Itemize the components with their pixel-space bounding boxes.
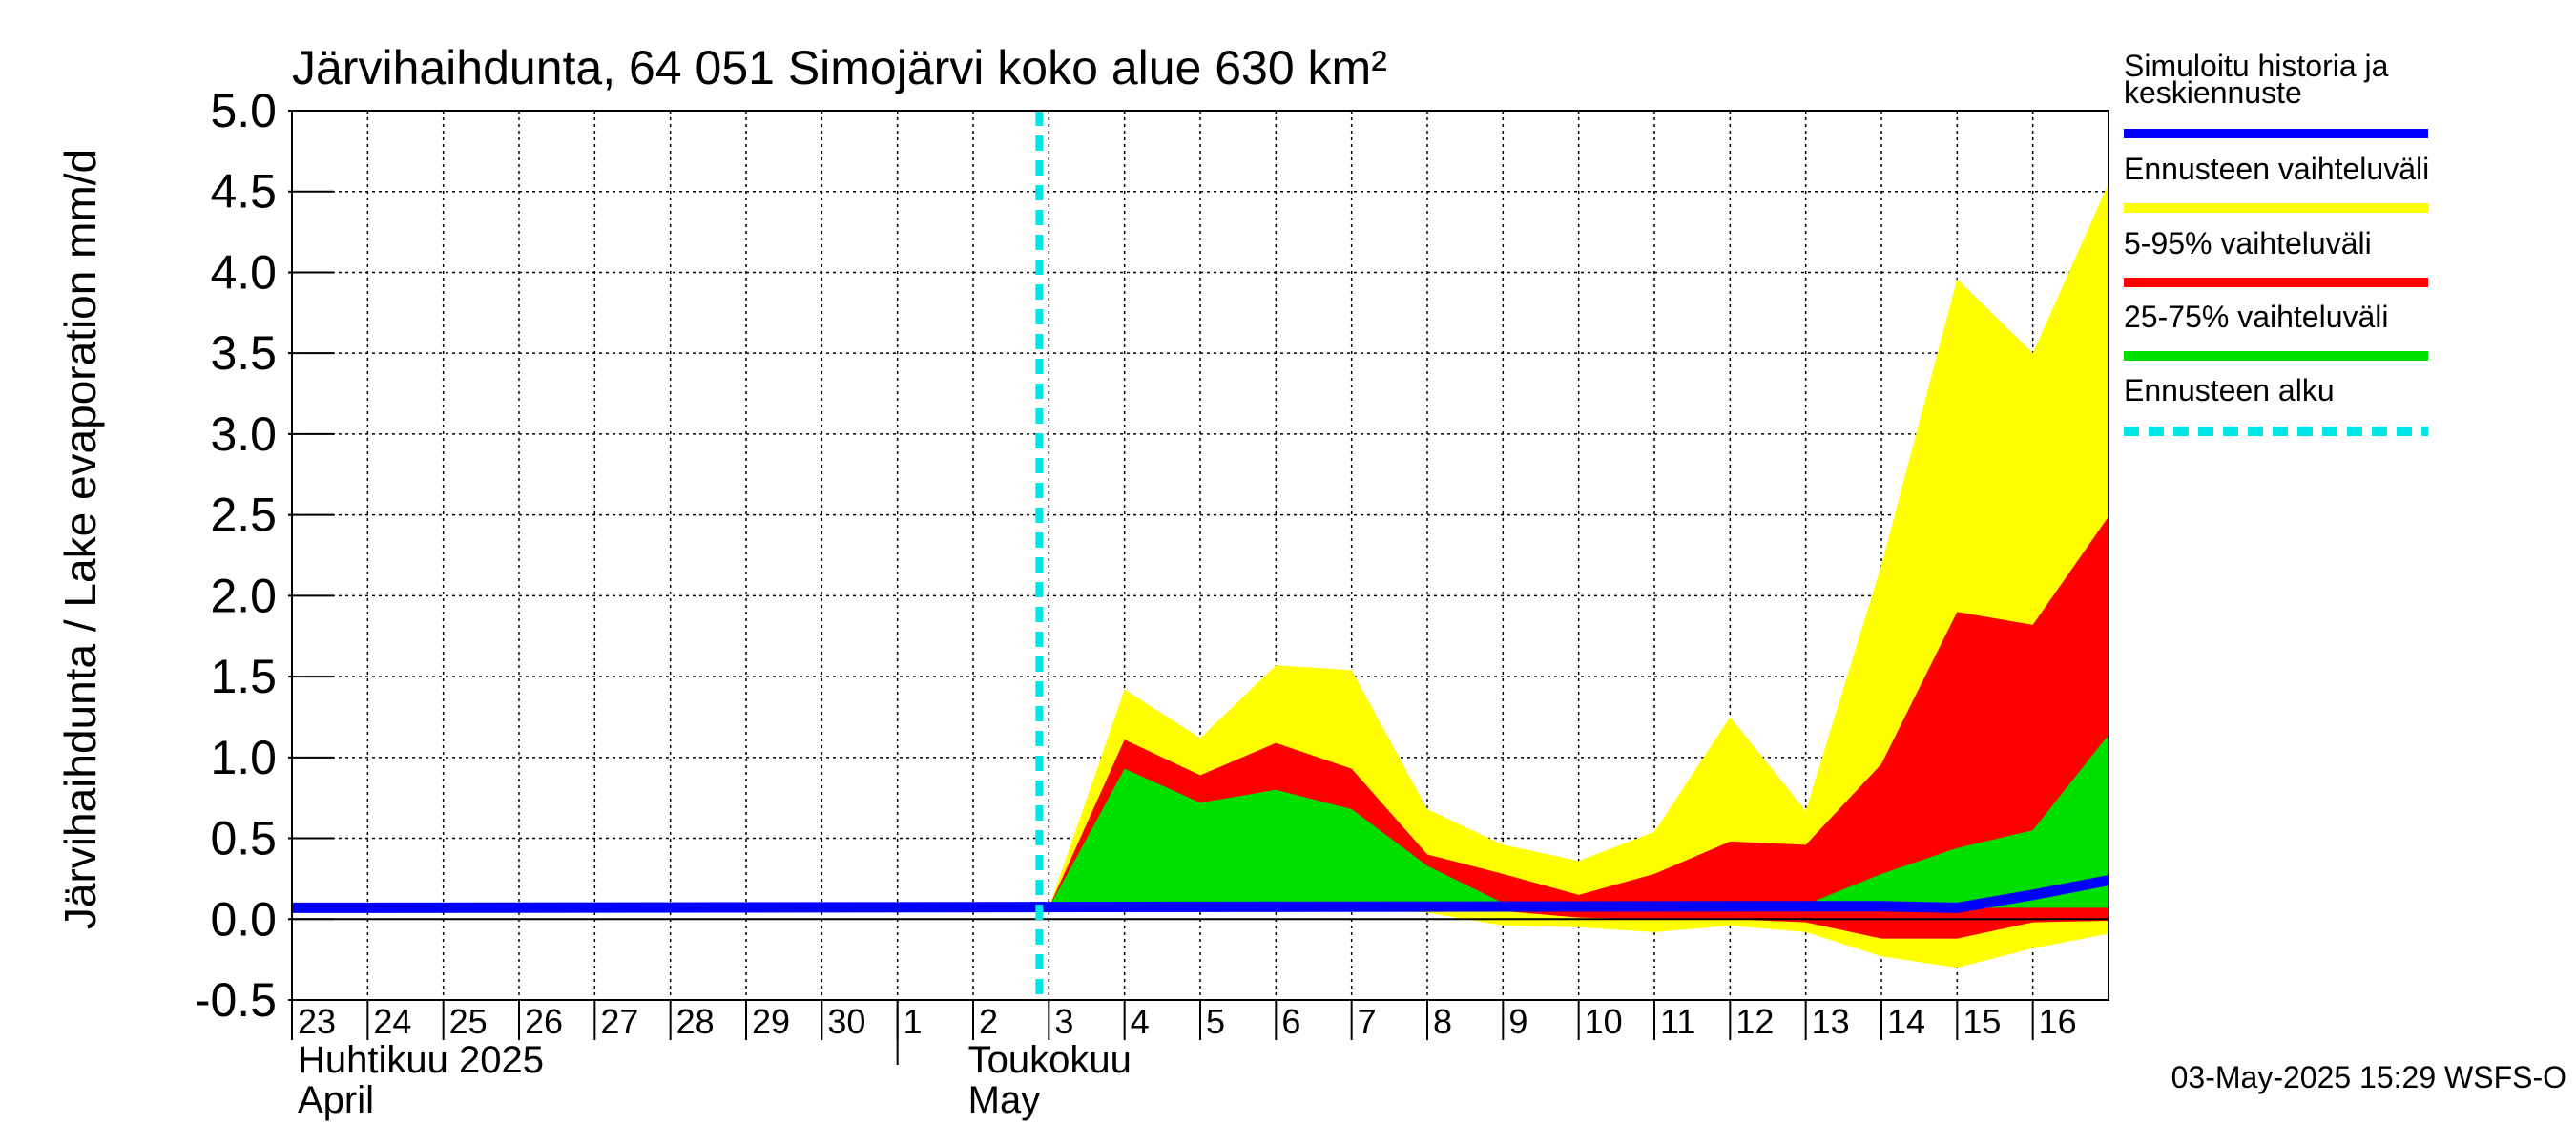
band-25-75 (1049, 735, 2109, 908)
x-tick-label: 8 (1433, 1002, 1452, 1041)
x-tick-label: 28 (676, 1002, 715, 1041)
legend-label: Ennusteen alku (2124, 373, 2335, 407)
x-tick-label: 10 (1585, 1002, 1623, 1041)
x-tick-label: 13 (1812, 1002, 1850, 1041)
legend-label: Ennusteen vaihteluväli (2124, 152, 2429, 186)
chart-title: Järvihaihdunta, 64 051 Simojärvi koko al… (292, 41, 1387, 94)
y-tick-label: 4.0 (210, 245, 277, 299)
footer-timestamp: 03-May-2025 15:29 WSFS-O (2171, 1060, 2566, 1094)
legend-item: 25-75% vaihteluväli (2124, 300, 2428, 361)
legend-item: Ennusteen alku (2124, 373, 2428, 436)
month-label-fi: Toukokuu (968, 1039, 1132, 1081)
x-tick-label: 4 (1131, 1002, 1150, 1041)
x-tick-label: 5 (1206, 1002, 1225, 1041)
x-tick-label: 6 (1281, 1002, 1300, 1041)
x-tick-label: 30 (827, 1002, 865, 1041)
x-tick-label: 26 (525, 1002, 563, 1041)
y-tick-label: 1.0 (210, 731, 277, 784)
month-label-en: May (968, 1079, 1041, 1121)
grid (292, 111, 2109, 1000)
x-tick-label: 24 (373, 1002, 411, 1041)
x-tick-label: 3 (1054, 1002, 1073, 1041)
legend-label: keskiennuste (2124, 75, 2302, 110)
y-tick-label: 1.5 (210, 650, 277, 703)
legend-item: Ennusteen vaihteluväli (2124, 152, 2429, 213)
x-tick-label: 23 (298, 1002, 336, 1041)
median-line (291, 875, 2110, 913)
y-tick-label: 4.5 (210, 165, 277, 219)
legend-label: 5-95% vaihteluväli (2124, 226, 2372, 260)
y-tick-label: 2.0 (210, 569, 277, 622)
legend-item: 5-95% vaihteluväli (2124, 226, 2428, 287)
legend-label: 25-75% vaihteluväli (2124, 300, 2389, 334)
x-tick-label: 11 (1660, 1002, 1695, 1041)
x-tick-label: 29 (752, 1002, 790, 1041)
y-axis-label: Järvihaihdunta / Lake evaporation mm/d (55, 149, 105, 929)
y-tick-label: -0.5 (195, 973, 277, 1027)
y-tick-label: 3.5 (210, 326, 277, 380)
x-tick-label: 27 (600, 1002, 638, 1041)
x-tick-label: 1 (904, 1002, 923, 1041)
x-tick-label: 12 (1735, 1002, 1774, 1041)
x-tick-label: 9 (1508, 1002, 1527, 1041)
month-label-en: April (298, 1079, 374, 1121)
x-tick-label: 15 (1963, 1002, 2001, 1041)
plot-area: -0.50.00.51.01.52.02.53.03.54.04.55.023 2… (195, 84, 2110, 1121)
y-tick-label: 5.0 (210, 84, 277, 137)
month-label-fi: Huhtikuu 2025 (298, 1039, 544, 1081)
x-tick-label: 14 (1887, 1002, 1925, 1041)
y-tick-label: 0.0 (210, 892, 277, 946)
x-tick-label: 2 (979, 1002, 998, 1041)
y-tick-label: 0.5 (210, 812, 277, 865)
x-tick-label: 16 (2039, 1002, 2077, 1041)
x-tick-label: 25 (449, 1002, 488, 1041)
y-tick-label: 3.0 (210, 407, 277, 461)
x-tick-label: 7 (1358, 1002, 1377, 1041)
legend-label: Simuloitu historia ja (2124, 49, 2389, 83)
y-tick-label: 2.5 (210, 489, 277, 542)
